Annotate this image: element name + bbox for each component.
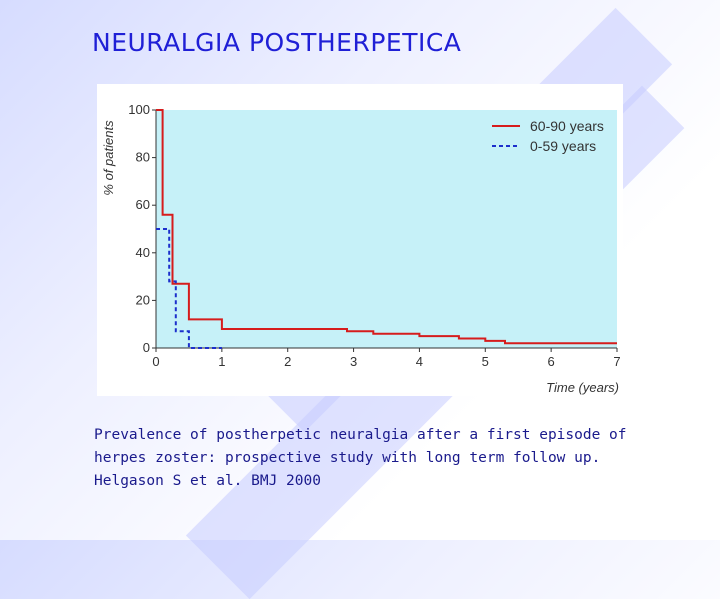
y-axis-title: % of patients — [101, 120, 116, 196]
y-tick-label: 0 — [143, 340, 150, 355]
caption-line: herpes zoster: prospective study with lo… — [94, 450, 601, 466]
survival-chart: 0 20 40 60 80 100 0 1 2 3 4 5 6 7 60-90 years 0-59 yea… — [101, 102, 621, 395]
caption: Prevalence of postherpetic neuralgia aft… — [94, 424, 654, 493]
x-tick-label: 0 — [152, 354, 159, 369]
series-line-60-90 — [156, 109, 617, 345]
legend: 60-90 years 0-59 years — [492, 118, 604, 154]
x-tick-label: 5 — [482, 354, 489, 369]
y-tick-label: 100 — [128, 102, 150, 117]
y-tick-label: 40 — [136, 245, 150, 260]
series-layer — [156, 109, 617, 349]
x-tick-label: 4 — [416, 354, 423, 369]
caption-line: Helgason S et al. BMJ 2000 — [94, 473, 321, 489]
x-axis-title: Time (years) — [546, 380, 619, 395]
x-tick-label: 1 — [218, 354, 225, 369]
x-tick-label: 6 — [548, 354, 555, 369]
y-tick-label: 60 — [136, 197, 150, 212]
y-tick-label: 80 — [136, 150, 150, 165]
plot-area — [156, 110, 617, 348]
y-tick-label: 20 — [136, 292, 150, 307]
caption-line: Prevalence of postherpetic neuralgia aft… — [94, 427, 627, 443]
axes: 0 20 40 60 80 100 0 1 2 3 4 5 6 7 — [128, 102, 620, 369]
x-tick-label: 3 — [350, 354, 357, 369]
chart-panel: 0 20 40 60 80 100 0 1 2 3 4 5 6 7 60-90 years 0-59 yea… — [97, 84, 623, 396]
series-line-0-59 — [156, 228, 222, 349]
legend-label: 0-59 years — [530, 138, 596, 154]
legend-label: 60-90 years — [530, 118, 604, 134]
x-tick-label: 2 — [284, 354, 291, 369]
x-tick-label: 7 — [613, 354, 620, 369]
slide-title: NEURALGIA POSTHERPETICA — [92, 28, 462, 57]
